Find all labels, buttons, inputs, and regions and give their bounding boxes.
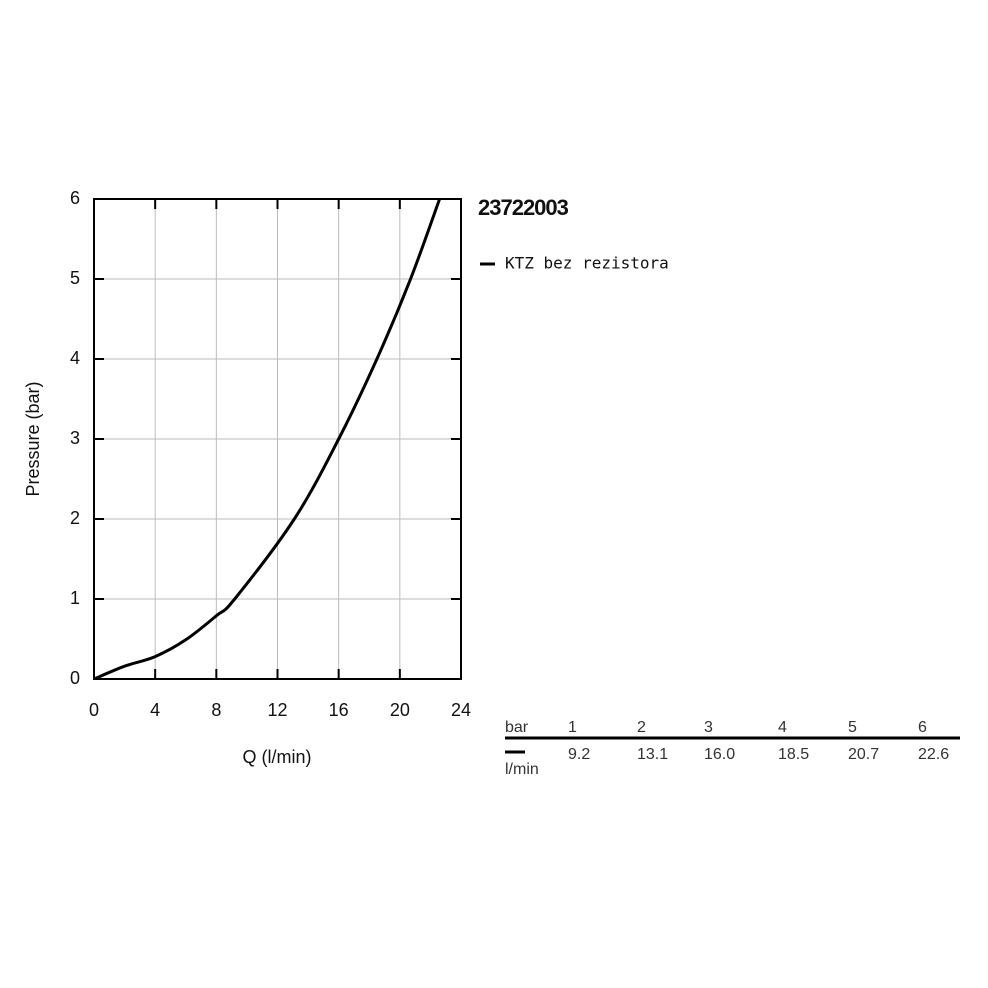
- table-row-label: l/min: [505, 761, 539, 778]
- y-tick-label: 3: [70, 428, 80, 448]
- y-tick-label: 5: [70, 268, 80, 288]
- x-tick-label: 8: [211, 700, 221, 720]
- x-tick-label: 24: [451, 700, 471, 720]
- table-cell: 20.7: [848, 746, 879, 763]
- table-cell: 18.5: [778, 746, 809, 763]
- table-header-label: bar: [505, 719, 529, 736]
- y-tick-label: 6: [70, 188, 80, 208]
- x-tick-label: 12: [267, 700, 287, 720]
- table-column-header: 1: [568, 719, 577, 736]
- table-column-header: 4: [778, 719, 787, 736]
- x-tick-label: 4: [150, 700, 160, 720]
- y-axis-label: Pressure (bar): [23, 381, 43, 496]
- y-tick-label: 0: [70, 668, 80, 688]
- table-column-header: 2: [637, 719, 646, 736]
- y-tick-label: 2: [70, 508, 80, 528]
- x-tick-label: 16: [329, 700, 349, 720]
- x-axis-label: Q (l/min): [243, 747, 312, 767]
- y-tick-label: 1: [70, 588, 80, 608]
- y-tick-label: 4: [70, 348, 80, 368]
- table-cell: 22.6: [918, 746, 949, 763]
- table-cell: 13.1: [637, 746, 668, 763]
- table-column-header: 3: [704, 719, 713, 736]
- legend-label: KTZ bez rezistora: [505, 254, 669, 273]
- x-tick-label: 0: [89, 700, 99, 720]
- plot-frame: [93, 198, 462, 680]
- table-column-header: 6: [918, 719, 927, 736]
- data-line: [94, 199, 442, 679]
- chart-title: 23722003: [478, 195, 569, 220]
- table-cell: 16.0: [704, 746, 735, 763]
- table-cell: 9.2: [568, 746, 590, 763]
- x-tick-label: 20: [390, 700, 410, 720]
- table-column-header: 5: [848, 719, 857, 736]
